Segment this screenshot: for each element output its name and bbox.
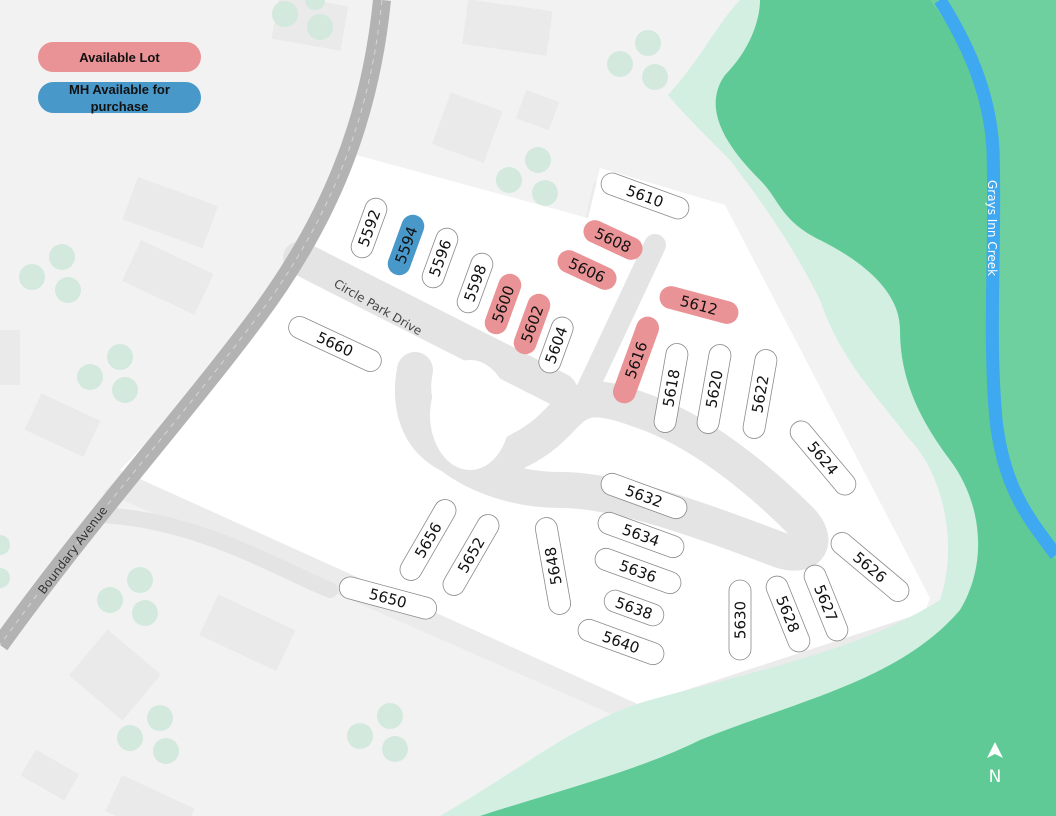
lot-shape[interactable] bbox=[385, 212, 427, 278]
lot-shape[interactable] bbox=[554, 247, 619, 293]
lot-5610[interactable]: 5610 bbox=[598, 170, 692, 222]
circle-park-drive bbox=[92, 234, 829, 598]
lot-5622[interactable]: 5622 bbox=[741, 348, 778, 440]
lot-shape[interactable] bbox=[786, 416, 861, 499]
legend-mh-available: MH Available for purchase bbox=[38, 81, 201, 114]
lot-shape[interactable] bbox=[601, 587, 667, 629]
lot-shape[interactable] bbox=[285, 313, 385, 375]
lot-5634[interactable]: 5634 bbox=[595, 509, 687, 560]
lot-5648[interactable]: 5648 bbox=[534, 516, 573, 616]
boundary-avenue-road bbox=[0, 0, 391, 651]
lot-shape[interactable] bbox=[827, 528, 914, 606]
north-label: N bbox=[989, 767, 1002, 787]
lot-shape[interactable] bbox=[595, 509, 687, 560]
lot-shape[interactable] bbox=[658, 284, 741, 326]
lot-5630[interactable]: 5630 bbox=[728, 579, 752, 661]
lot-shape[interactable] bbox=[348, 195, 390, 261]
lot-shape[interactable] bbox=[728, 579, 752, 661]
lot-shape[interactable] bbox=[396, 496, 460, 585]
north-arrow: N bbox=[987, 742, 1003, 787]
lot-shape[interactable] bbox=[534, 516, 573, 616]
lot-5638[interactable]: 5638 bbox=[601, 587, 667, 629]
lot-shape[interactable] bbox=[695, 343, 732, 435]
lot-shape[interactable] bbox=[337, 574, 439, 621]
lot-shape[interactable] bbox=[419, 225, 461, 291]
creek bbox=[934, 0, 1056, 559]
lot-shape[interactable] bbox=[598, 470, 690, 521]
boundary-avenue-label: Boundary Avenue bbox=[35, 504, 110, 597]
lot-shape[interactable] bbox=[741, 348, 778, 440]
lot-shape[interactable] bbox=[536, 314, 577, 376]
lot-5618[interactable]: 5618 bbox=[652, 342, 689, 434]
lot-shape[interactable] bbox=[598, 170, 692, 222]
lot-shape[interactable] bbox=[482, 271, 524, 337]
lot-shape[interactable] bbox=[454, 250, 496, 316]
green-land bbox=[480, 0, 1056, 816]
lot-shape[interactable] bbox=[580, 217, 645, 263]
legend-available-lot-label: Available Lot bbox=[79, 49, 160, 65]
lot-shape[interactable] bbox=[575, 616, 667, 667]
trees bbox=[0, 0, 668, 764]
lot-shape[interactable] bbox=[801, 562, 851, 644]
lot-shape[interactable] bbox=[511, 291, 553, 357]
lot-shape[interactable] bbox=[610, 314, 661, 406]
legend-mh-available-label: MH Available for purchase bbox=[69, 81, 170, 114]
north-arrow-icon bbox=[987, 742, 1003, 758]
lot-number: 5630 bbox=[732, 601, 750, 639]
lot-shape[interactable] bbox=[439, 511, 503, 600]
lot-shape[interactable] bbox=[763, 573, 813, 655]
lot-shape[interactable] bbox=[652, 342, 689, 434]
lot-shape[interactable] bbox=[592, 545, 684, 596]
lot-5620[interactable]: 5620 bbox=[695, 343, 732, 435]
creek-label: Grays Inn Creek bbox=[985, 180, 999, 276]
legend-available-lot: Available Lot bbox=[38, 42, 201, 72]
